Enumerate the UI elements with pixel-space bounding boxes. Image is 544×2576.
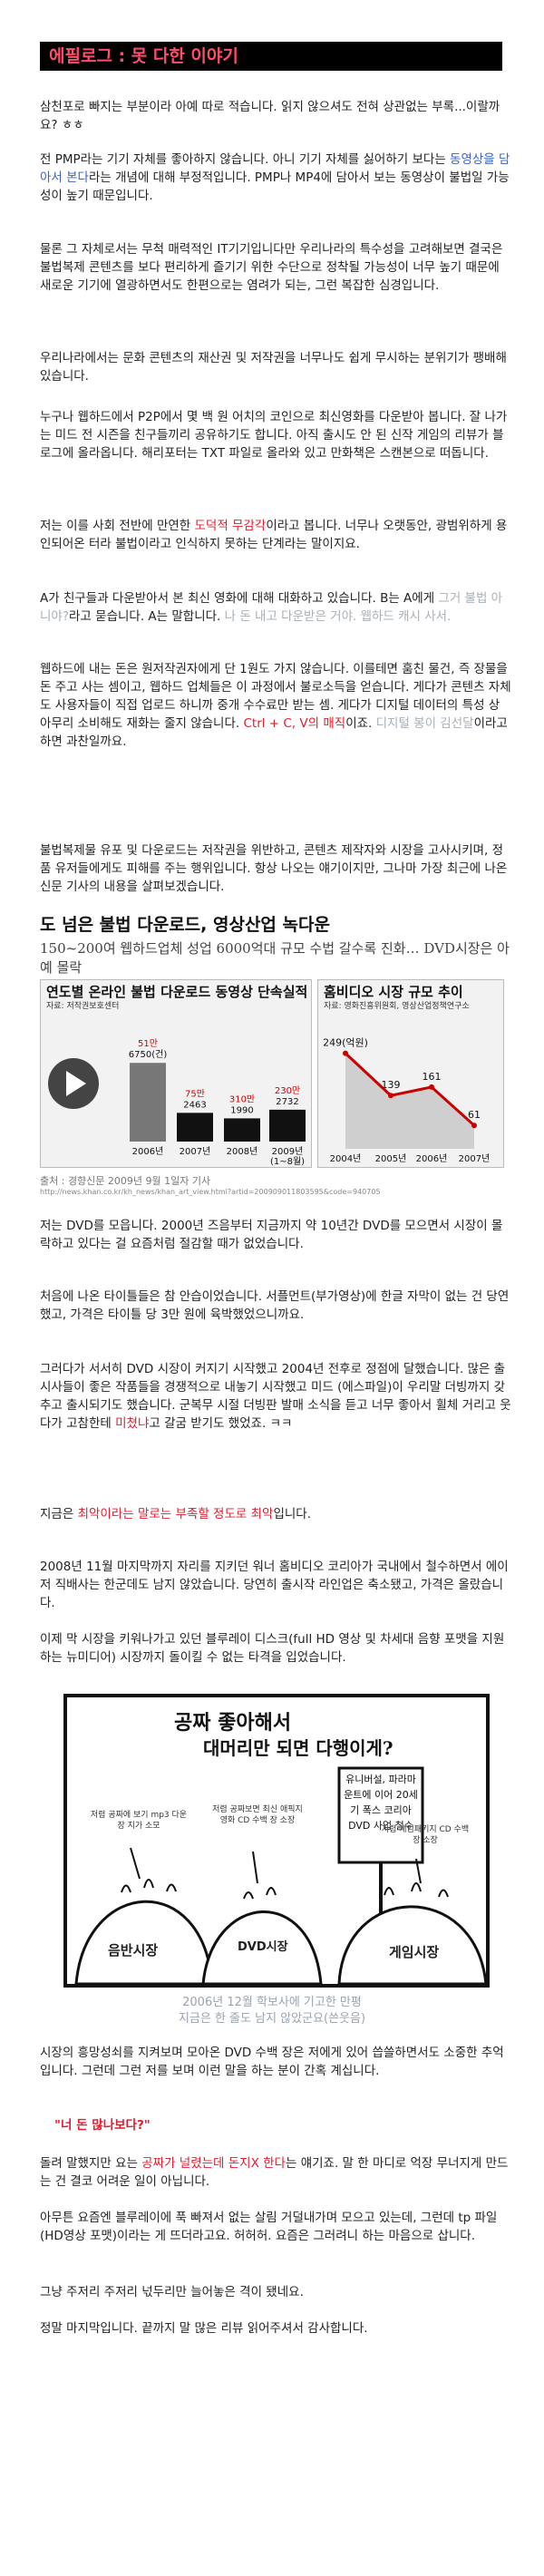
x-tick-label: 2008년 [227, 1146, 258, 1157]
x-tick-label: 2007년 [180, 1146, 211, 1157]
dvd-collect-paragraph: 저는 DVD를 모읍니다. 2000년 즈음부터 지금까지 약 10년간 DVD… [40, 1219, 503, 1251]
ramble-paragraph: 그냥 주저리 주저리 넋두리만 늘어놓은 격이 됐네요. [40, 2285, 304, 2299]
bar-top-label: 230만 [275, 1085, 300, 1096]
webhard-paragraph: 누구나 웹하드에서 P2P에서 몇 백 원 어치의 코인으로 최신영화를 다운받… [40, 410, 508, 461]
revenue-paragraph: 웹하드에 내는 돈은 원저작권자에게 단 1원도 가지 않습니다. 이를테면 훔… [40, 662, 511, 749]
section-header: 에필로그 : 못 다한 이야기 [40, 42, 502, 71]
x-tick-label: (1~8월) [270, 1156, 305, 1167]
bar-bottom-label: 2732 [276, 1097, 298, 1107]
law-paragraph: 불법복제물 유포 및 다운로드는 저작권을 위반하고, 콘텐츠 제작자와 시장을… [40, 843, 508, 894]
chart-crackdown: 연도별 온라인 불법 다운로드 동영상 단속실적 자료: 저작권보호센터 51만… [40, 979, 312, 1168]
bar-bottom-label: 6750(건) [129, 1049, 168, 1060]
bar [269, 1109, 306, 1142]
x-tick-label: 2006년 [132, 1146, 164, 1157]
cartoon-mid-note: 저렴 공짜보면 최신 애픽지 영화 CD 수백 장 소장 [212, 1805, 303, 1825]
chart-homevideo: 홈비디오 시장 규모 추이 자료: 영화진흥위원회, 영상산업정책연구소 249… [317, 979, 504, 1168]
cartoon-left-note: 저렴 공짜에 보기 mp3 다운 장 지가 소모 [90, 1811, 188, 1831]
memory-paragraph: 시장의 흥망성쇠를 지켜보며 모아온 DVD 수백 장은 저에게 있어 씁쓸하면… [40, 2046, 504, 2078]
cartoon-drawing [74, 1766, 486, 1984]
data-label: 61 [468, 1109, 481, 1121]
bar-bottom-label: 2463 [183, 1100, 206, 1110]
x-tick-label: 2004년 [330, 1153, 362, 1164]
data-label: 161 [423, 1071, 442, 1083]
cartoon-sign: 유니버설, 파라마운트에 이어 20세기 폭스 코리아 DVD 사업 철수 [344, 1774, 418, 1832]
news-url[interactable]: http://news.khan.co.kr/kh_news/khan_art_… [40, 1188, 381, 1196]
reply-paragraph: 돌려 말했지만 요는 공짜가 널렸는데 돈지X 한다는 얘기죠. 말 한 마디로… [40, 2156, 509, 2189]
chart-title: 연도별 온라인 불법 다운로드 동영상 단속실적 [46, 984, 308, 1000]
chart-svg: 249(억원) 2004년 139 2005년 161 2006년 61 2007년 [323, 1037, 491, 1164]
bar [224, 1118, 260, 1142]
data-point [388, 1093, 393, 1099]
intro-paragraph: 삼천포로 빠지는 부분이라 아예 따로 적습니다. 읽지 않으셔도 전혀 상관없… [40, 100, 500, 132]
worst-paragraph: 지금은 최악이라는 말로는 부족할 정도로 최악입니다. [40, 1507, 312, 1521]
chart-title: 홈비디오 시장 규모 추이 [324, 984, 463, 1000]
cartoon-label-game: 게임시장 [389, 1944, 440, 1960]
cartoon-caption-1: 2006년 12월 학보사에 기고한 만평 [182, 1996, 362, 2009]
cartoon-panel: 공짜 좋아해서 대머리만 되면 다행이게? 유니버설, 파라마운트에 이어 20… [63, 1694, 490, 1988]
cartoon-title-line1: 공짜 좋아해서 [174, 1711, 292, 1735]
bar-top-label: 310만 [229, 1094, 255, 1104]
moral-paragraph: 저는 이를 사회 전반에 만연한 도덕적 무감각이라고 봅니다. 너무나 오랫동… [40, 519, 508, 551]
play-icon-triangle [66, 1071, 86, 1096]
bar-top-label: 75만 [185, 1088, 205, 1099]
series-line [344, 1052, 476, 1127]
news-headline: 도 넘은 불법 다운로드, 영상산업 녹다운 [40, 915, 330, 935]
copyright-paragraph: 우리나라에서는 문화 콘텐츠의 재산권 및 저작권을 너무나도 쉽게 무시하는 … [40, 351, 507, 384]
cartoon-caption-2: 지금은 한 줄도 남지 않았군요(쓴웃음) [178, 2012, 366, 2026]
dialogue-paragraph: A가 친구들과 다운받아서 본 최신 영화에 대해 대화하고 있습니다. B는 … [40, 591, 503, 624]
series-area [345, 1053, 474, 1149]
data-label: 249(억원) [323, 1037, 368, 1049]
pmp-paragraph: 전 PMP라는 기기 자체를 좋아하지 않습니다. 아니 기기 자체를 싫어하기… [40, 152, 510, 203]
data-point [343, 1050, 348, 1056]
quote: "너 돈 많나보다?" [54, 2118, 151, 2133]
peak-paragraph: 그러다가 서서히 DVD 시장이 커지기 시작했고 2004년 전후로 정점에 … [40, 1362, 511, 1431]
bar [177, 1113, 213, 1142]
bluray-paragraph: 이제 막 시장을 키워나가고 있던 블루레이 디스크(full HD 영상 및 … [40, 1632, 505, 1665]
early-titles-paragraph: 처음에 나온 타이틀들은 참 안습이었습니다. 서플먼트(부가영상)에 한글 자… [40, 1289, 510, 1322]
data-point [429, 1084, 434, 1090]
bar [130, 1063, 166, 1142]
thanks-paragraph: 정말 마지막입니다. 끝까지 말 많은 리뷰 읽어주셔서 감사합니다. [40, 2321, 368, 2336]
cartoon-label-dvd: DVD시장 [238, 1940, 288, 1954]
chart-source: 자료: 저작권보호센터 [46, 1002, 120, 1011]
chart-source: 자료: 영화진흥위원회, 영상산업정책연구소 [324, 1002, 470, 1011]
x-tick-label: 2005년 [375, 1153, 407, 1164]
cartoon-title-line2: 대머리만 되면 다행이게? [203, 1737, 393, 1759]
bar-top-label: 51만 [138, 1038, 158, 1049]
cartoon-label-music: 음반시장 [108, 1942, 159, 1959]
x-tick-label: 2006년 [416, 1153, 448, 1164]
warner-paragraph: 2008년 11월 마지막까지 자리를 지키던 워너 홈비디오 코리아가 국내에… [40, 1560, 509, 1610]
x-tick-label: 2007년 [459, 1153, 491, 1164]
news-subhead: 150~200여 웹하드업체 성업 6000억대 규모 수법 갈수록 진화… D… [40, 940, 510, 976]
it-device-paragraph: 물론 그 자체로서는 무척 매력적인 IT기기입니다만 우리나라의 특수성을 고… [40, 242, 503, 293]
bar-bottom-label: 1990 [230, 1105, 253, 1115]
data-label: 139 [382, 1079, 401, 1091]
bluray-now-paragraph: 아무튼 요즘엔 블루레이에 푹 빠져서 없는 살림 거덜내가며 모으고 있는데,… [40, 2211, 498, 2243]
data-point [471, 1123, 477, 1129]
x-tick-label: 2009년 [272, 1146, 304, 1157]
cartoon-right-note: 저렴 게임패키지 CD 수백 장 소장 [381, 1825, 470, 1845]
news-caption: 출처 : 경향신문 2009년 9월 1일자 기사 [40, 1175, 211, 1187]
